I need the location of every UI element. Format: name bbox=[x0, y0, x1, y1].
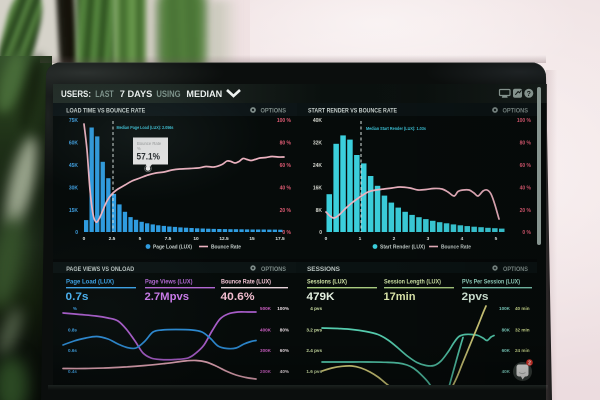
svg-text:0: 0 bbox=[75, 230, 78, 236]
svg-text:Bounce Rate (LUX): Bounce Rate (LUX) bbox=[221, 278, 271, 285]
svg-text:7 DAYS: 7 DAYS bbox=[120, 89, 153, 100]
svg-text:0.8s: 0.8s bbox=[68, 328, 77, 333]
svg-text:%: % bbox=[137, 146, 141, 151]
svg-text:17min: 17min bbox=[384, 291, 416, 303]
svg-text:60 %: 60 % bbox=[520, 163, 532, 169]
svg-text:2.7Mpvs: 2.7Mpvs bbox=[145, 291, 190, 303]
svg-text:0.4s: 0.4s bbox=[68, 369, 77, 374]
svg-text:20 %: 20 % bbox=[280, 208, 292, 214]
svg-text:15: 15 bbox=[249, 236, 255, 242]
svg-text:80K: 80K bbox=[502, 328, 511, 333]
svg-text:1: 1 bbox=[359, 236, 362, 242]
svg-text:0.7s: 0.7s bbox=[66, 291, 89, 303]
svg-text:7.5: 7.5 bbox=[165, 236, 172, 242]
svg-text:500K: 500K bbox=[260, 306, 272, 311]
svg-text:57.1%: 57.1% bbox=[137, 152, 161, 162]
svg-text:Median Start Render (LUX): 1.0: Median Start Render (LUX): 1.03s bbox=[366, 126, 426, 131]
svg-text:0 %: 0 % bbox=[282, 230, 291, 236]
svg-text:OPTIONS: OPTIONS bbox=[503, 107, 529, 114]
svg-text:200K: 200K bbox=[260, 369, 272, 374]
svg-text:40 %: 40 % bbox=[520, 186, 532, 192]
svg-text:SESSIONS: SESSIONS bbox=[307, 266, 341, 273]
svg-text:Page Load (LUX): Page Load (LUX) bbox=[153, 245, 192, 251]
svg-text:100%: 100% bbox=[277, 306, 289, 311]
svg-text:24 min: 24 min bbox=[515, 348, 530, 353]
svg-text:30K: 30K bbox=[69, 186, 79, 192]
svg-text:%: % bbox=[73, 306, 77, 311]
svg-text:USING: USING bbox=[156, 89, 180, 100]
svg-text:Page Load (LUX): Page Load (LUX) bbox=[66, 278, 114, 285]
svg-text:?: ? bbox=[527, 91, 531, 98]
svg-text:4 pvs: 4 pvs bbox=[310, 306, 322, 311]
svg-text:Bounce Rate: Bounce Rate bbox=[211, 245, 241, 251]
svg-text:Session Length (LUX): Session Length (LUX) bbox=[384, 278, 441, 285]
svg-text:100K: 100K bbox=[499, 306, 511, 311]
svg-text:0.6s: 0.6s bbox=[68, 348, 77, 353]
svg-text:2.4 pvs: 2.4 pvs bbox=[306, 348, 322, 353]
svg-text:40 %: 40 % bbox=[280, 186, 292, 192]
svg-text:40%: 40% bbox=[280, 369, 289, 374]
svg-text:MEDIAN: MEDIAN bbox=[186, 89, 222, 100]
svg-text:80 %: 80 % bbox=[520, 141, 532, 147]
svg-text:60K: 60K bbox=[69, 141, 79, 147]
svg-text:80 %: 80 % bbox=[280, 141, 292, 147]
svg-text:300K: 300K bbox=[260, 348, 272, 353]
svg-text:Start Render (LUX): Start Render (LUX) bbox=[380, 245, 425, 251]
svg-text:0 %: 0 % bbox=[522, 230, 531, 236]
svg-text:Bounce Rate: Bounce Rate bbox=[137, 141, 162, 146]
svg-text:16K: 16K bbox=[313, 186, 323, 192]
svg-text:100 %: 100 % bbox=[277, 118, 292, 124]
svg-text:LOAD TIME VS BOUNCE RATE: LOAD TIME VS BOUNCE RATE bbox=[66, 107, 145, 114]
svg-text:OPTIONS: OPTIONS bbox=[261, 267, 286, 273]
svg-text:Median Page Load (LUX): 2.056s: Median Page Load (LUX): 2.056s bbox=[117, 125, 174, 130]
svg-text:17.5: 17.5 bbox=[275, 236, 285, 242]
svg-text:0: 0 bbox=[319, 230, 322, 236]
svg-text:2: 2 bbox=[393, 236, 396, 242]
svg-text:2: 2 bbox=[528, 361, 531, 367]
svg-text:15K: 15K bbox=[69, 208, 79, 214]
svg-text:75K: 75K bbox=[69, 118, 79, 124]
svg-text:1.6 pvs: 1.6 pvs bbox=[306, 369, 322, 374]
svg-text:100 %: 100 % bbox=[517, 118, 532, 124]
svg-text:Bounce Rate: Bounce Rate bbox=[441, 245, 471, 251]
svg-text:20 %: 20 % bbox=[520, 208, 532, 214]
svg-text:PVs Per Session (LUX): PVs Per Session (LUX) bbox=[462, 278, 520, 285]
svg-text:USERS:: USERS: bbox=[61, 89, 91, 100]
svg-text:40K: 40K bbox=[502, 369, 511, 374]
svg-text:12.5: 12.5 bbox=[219, 236, 229, 242]
svg-text:2.5: 2.5 bbox=[109, 236, 116, 242]
svg-text:400K: 400K bbox=[260, 328, 272, 333]
svg-text:40K: 40K bbox=[313, 118, 323, 124]
svg-text:479K: 479K bbox=[307, 291, 335, 303]
svg-text:45K: 45K bbox=[69, 163, 79, 169]
svg-text:Page Views (LUX): Page Views (LUX) bbox=[145, 278, 193, 285]
svg-text:80%: 80% bbox=[280, 328, 289, 333]
svg-text:8K: 8K bbox=[316, 208, 323, 214]
svg-text:2pvs: 2pvs bbox=[462, 291, 489, 303]
svg-text:10: 10 bbox=[193, 236, 199, 242]
svg-text:5: 5 bbox=[139, 236, 142, 242]
svg-text:PAGE VIEWS VS ONLOAD: PAGE VIEWS VS ONLOAD bbox=[66, 266, 134, 273]
svg-text:60K: 60K bbox=[502, 348, 511, 353]
svg-text:40 min: 40 min bbox=[515, 306, 530, 311]
svg-text:24K: 24K bbox=[313, 163, 323, 169]
svg-text:3: 3 bbox=[427, 236, 430, 242]
svg-text:START RENDER VS BOUNCE RATE: START RENDER VS BOUNCE RATE bbox=[308, 107, 397, 114]
svg-text:Sessions (LUX): Sessions (LUX) bbox=[307, 278, 347, 285]
svg-text:0: 0 bbox=[83, 236, 86, 242]
svg-text:OPTIONS: OPTIONS bbox=[261, 107, 287, 114]
svg-text:5: 5 bbox=[495, 236, 498, 242]
svg-text:60 %: 60 % bbox=[280, 163, 292, 169]
svg-text:60%: 60% bbox=[280, 348, 289, 353]
svg-text:32K: 32K bbox=[313, 141, 323, 147]
svg-text:OPTIONS: OPTIONS bbox=[503, 267, 528, 273]
svg-text:3.2 pvs: 3.2 pvs bbox=[306, 328, 322, 333]
svg-text:LAST: LAST bbox=[95, 89, 114, 100]
svg-text:4: 4 bbox=[461, 236, 464, 242]
svg-text:0: 0 bbox=[325, 236, 328, 242]
svg-text:40.6%: 40.6% bbox=[221, 291, 255, 303]
svg-text:32 min: 32 min bbox=[515, 328, 530, 333]
